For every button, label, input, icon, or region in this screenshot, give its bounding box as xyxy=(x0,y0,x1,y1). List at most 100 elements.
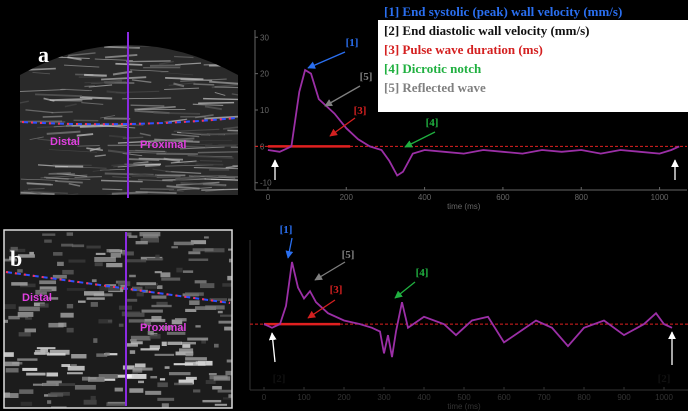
speckle xyxy=(112,192,148,193)
speckle xyxy=(189,300,199,305)
y-tick-label: -10 xyxy=(260,179,272,188)
speckle xyxy=(185,147,205,148)
speckle xyxy=(91,302,98,307)
speckle xyxy=(105,379,116,381)
speckle xyxy=(182,344,190,348)
speckle xyxy=(214,344,219,348)
speckle xyxy=(75,385,96,390)
speckle xyxy=(135,363,146,367)
speckle xyxy=(193,248,214,251)
speckle xyxy=(138,381,144,383)
speckle xyxy=(193,84,214,85)
speckle xyxy=(204,236,209,238)
speckle xyxy=(185,362,206,366)
speckle xyxy=(136,241,148,244)
annotation-label: [4] xyxy=(416,267,429,279)
speckle xyxy=(106,402,125,406)
speckle xyxy=(155,255,159,259)
annotation-label: [1] xyxy=(280,224,293,236)
speckle xyxy=(42,233,55,235)
speckle xyxy=(111,253,121,258)
speckle xyxy=(119,324,124,327)
speckle xyxy=(84,75,107,76)
speckle xyxy=(218,390,233,393)
speckle xyxy=(89,377,96,379)
x-tick-label: 1000 xyxy=(651,193,669,202)
speckle xyxy=(33,384,43,386)
speckle xyxy=(91,396,96,400)
y-tick-label: 20 xyxy=(260,70,269,79)
speckle xyxy=(86,246,100,249)
x-tick-label: 900 xyxy=(617,393,631,402)
speckle xyxy=(22,368,37,371)
speckle xyxy=(143,234,159,238)
speckle xyxy=(145,286,157,289)
speckle xyxy=(53,252,62,256)
speckle xyxy=(185,309,196,312)
speckle xyxy=(86,297,104,300)
speckle xyxy=(71,364,77,366)
annotation-label: [4] xyxy=(426,117,439,129)
speckle xyxy=(104,81,122,82)
speckle xyxy=(46,373,58,377)
speckle xyxy=(42,383,59,386)
annotation-label: [2] xyxy=(658,373,671,385)
speckle xyxy=(157,382,168,387)
speckle xyxy=(53,164,92,165)
speckle xyxy=(96,353,107,356)
speckle xyxy=(174,383,193,385)
speckle xyxy=(99,374,118,378)
speckle xyxy=(60,313,73,318)
speckle xyxy=(25,328,36,332)
speckle xyxy=(58,323,66,327)
speckle xyxy=(107,249,120,252)
y-tick-label: 10 xyxy=(260,106,269,115)
speckle xyxy=(49,173,71,174)
speckle xyxy=(67,328,74,333)
legend-entry: [4] Dicrotic notch xyxy=(384,61,482,76)
speckle xyxy=(212,386,222,389)
speckle xyxy=(19,332,31,336)
speckle xyxy=(129,388,143,393)
speckle xyxy=(35,350,45,355)
speckle xyxy=(147,258,163,260)
annotation-label: [3] xyxy=(354,105,367,117)
x-tick-label: 200 xyxy=(337,393,351,402)
speckle xyxy=(67,232,73,235)
x-tick-label: 1000 xyxy=(655,393,673,402)
speckle xyxy=(93,338,97,343)
speckle xyxy=(21,402,32,406)
speckle xyxy=(130,350,135,354)
speckle xyxy=(186,353,194,357)
image-label: Distal xyxy=(22,292,52,304)
speckle xyxy=(205,146,236,147)
speckle xyxy=(193,389,200,392)
speckle xyxy=(195,280,207,283)
speckle xyxy=(43,116,63,117)
speckle xyxy=(187,338,208,341)
speckle xyxy=(161,278,180,281)
speckle xyxy=(214,376,230,380)
speckle xyxy=(157,398,174,401)
speckle xyxy=(200,283,214,288)
speckle xyxy=(102,189,122,190)
speckle xyxy=(185,292,204,295)
image-label: Distal xyxy=(50,136,80,148)
speckle xyxy=(151,295,166,298)
speckle xyxy=(6,368,19,372)
speckle xyxy=(94,257,116,262)
speckle xyxy=(62,270,73,275)
speckle xyxy=(179,348,193,351)
speckle xyxy=(188,251,200,254)
x-tick-label: 500 xyxy=(457,393,471,402)
speckle xyxy=(129,275,136,277)
speckle xyxy=(131,341,143,344)
speckle xyxy=(92,279,97,282)
speckle xyxy=(84,400,97,405)
speckle xyxy=(142,310,163,313)
speckle xyxy=(72,244,84,247)
speckle xyxy=(156,302,167,305)
speckle xyxy=(106,263,122,267)
x-tick-label: 400 xyxy=(417,393,431,402)
speckle xyxy=(137,292,144,296)
